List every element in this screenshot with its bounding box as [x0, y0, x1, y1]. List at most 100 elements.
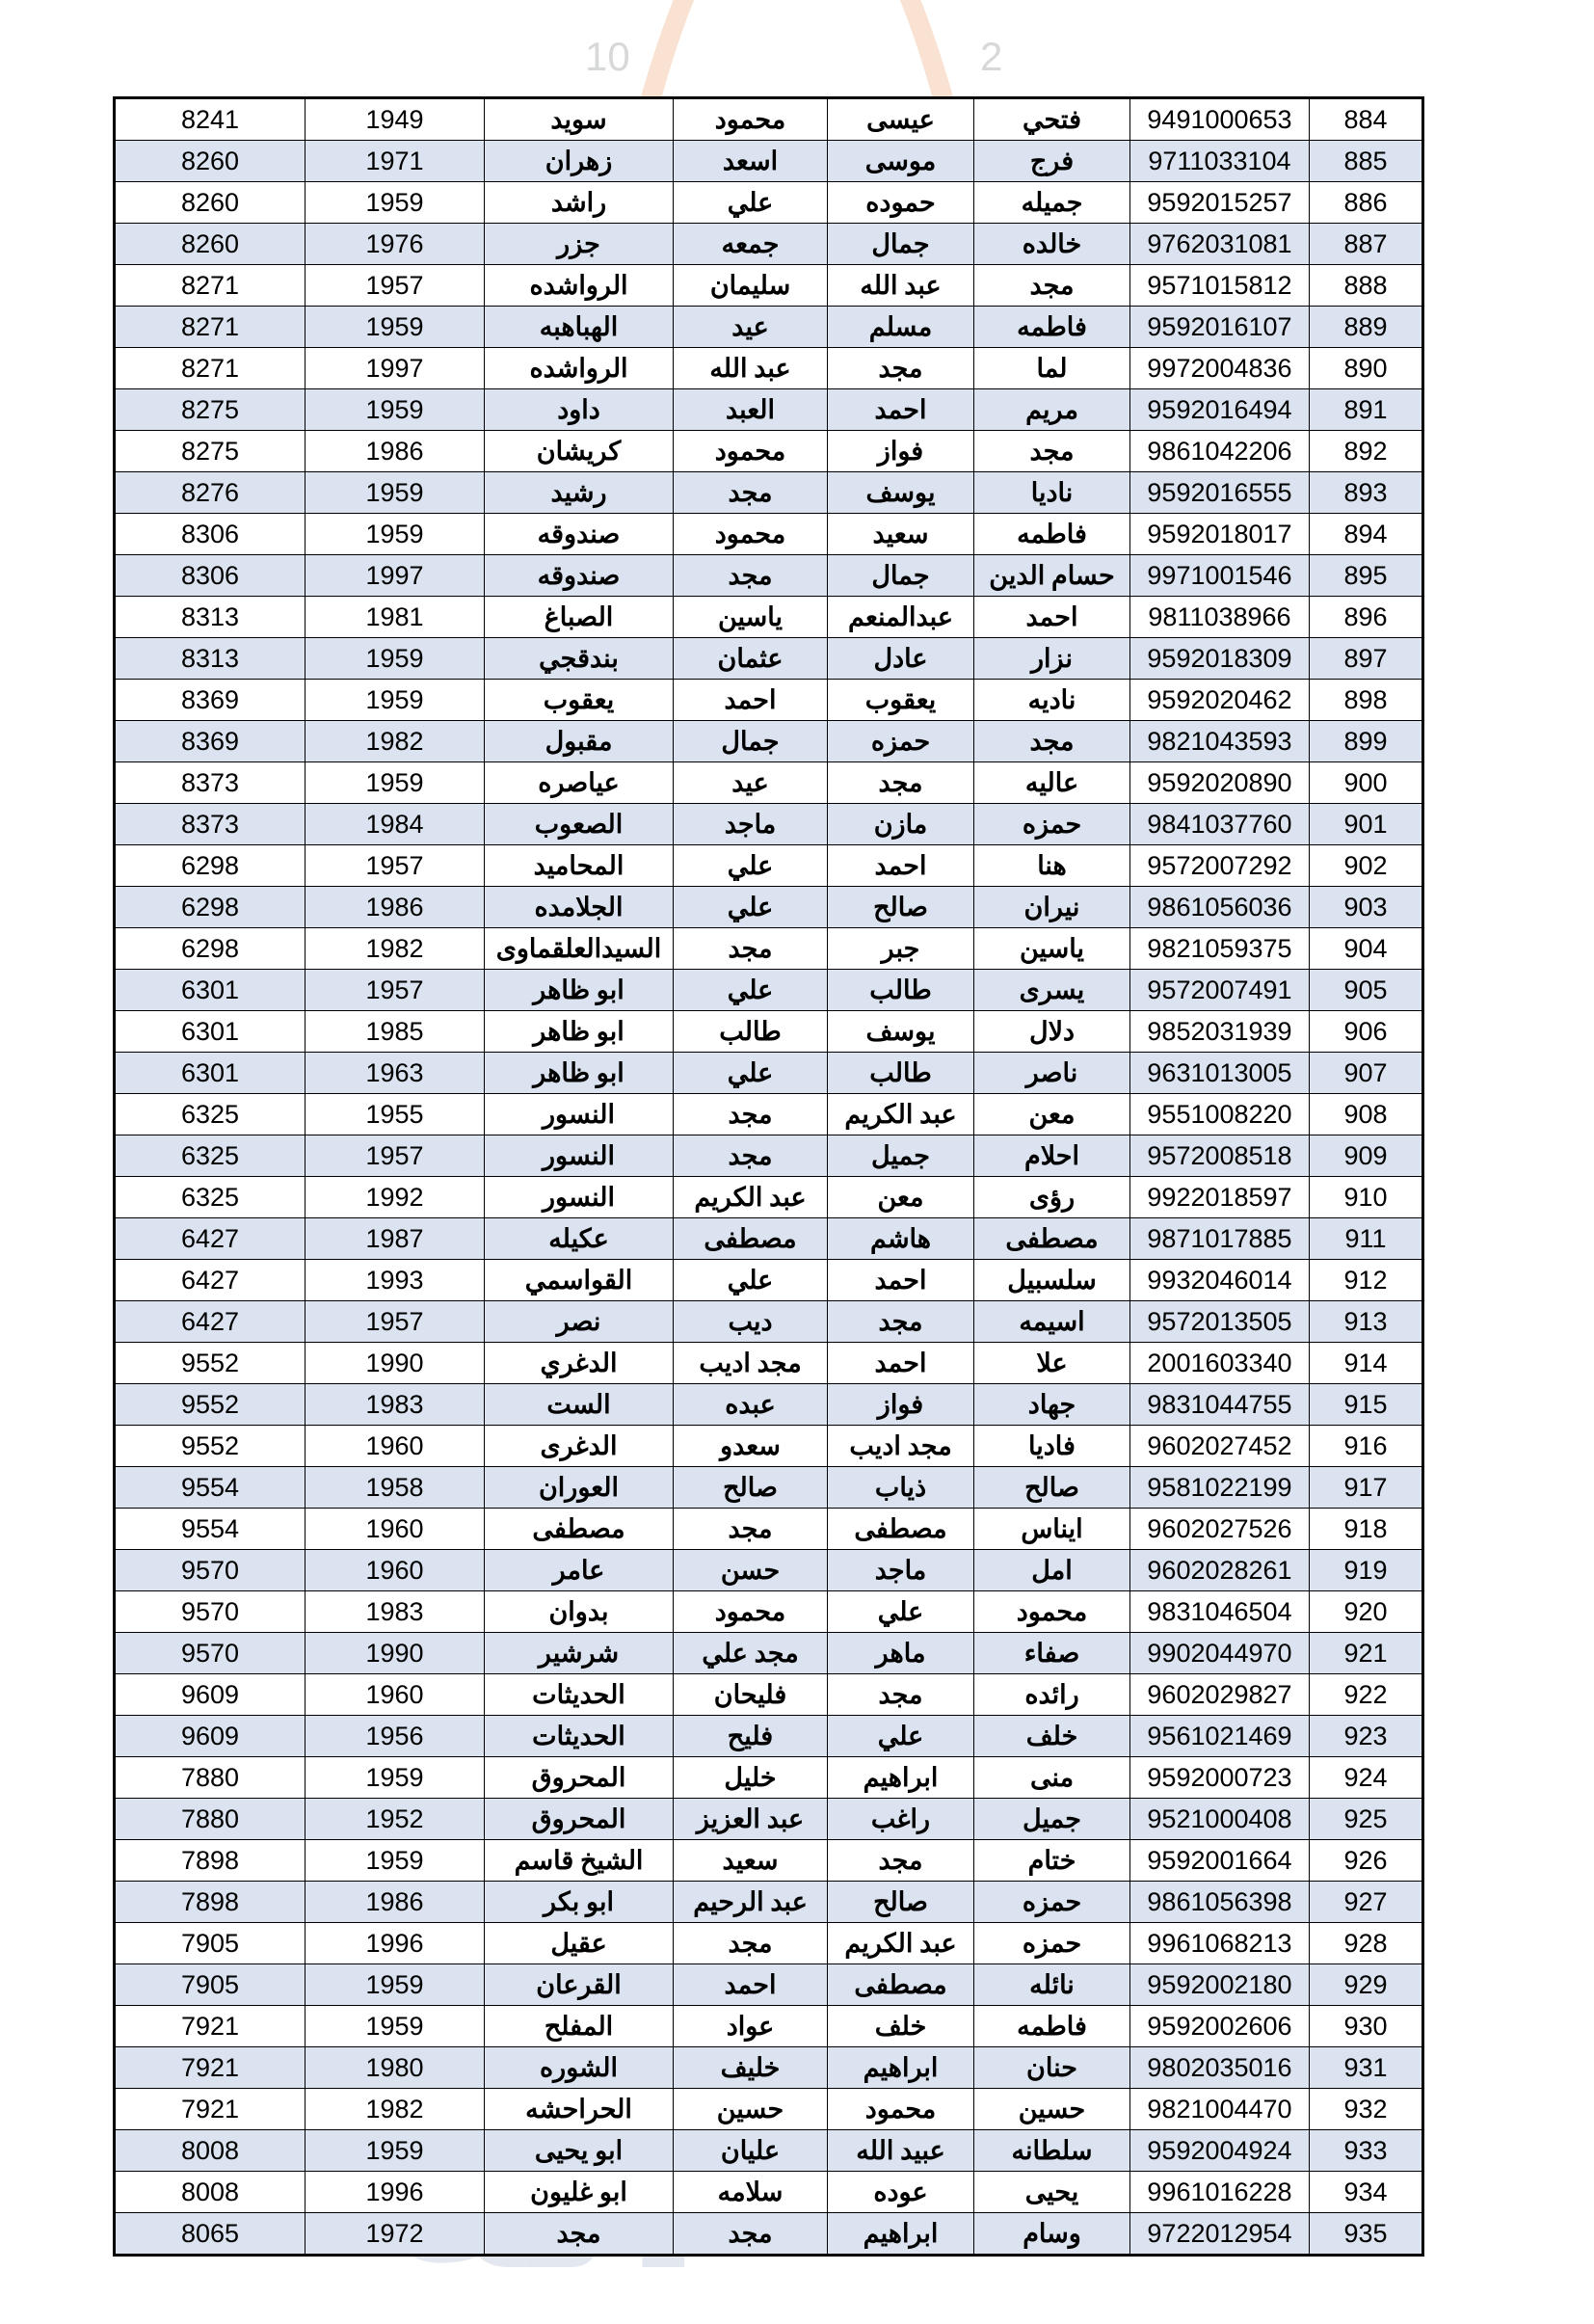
cell-seq: 891	[1309, 388, 1423, 431]
cell-first-name: نائله	[973, 1963, 1130, 2006]
cell-grandfather-name: حسن	[673, 1549, 828, 1591]
cell-father-name: يوسف	[827, 471, 974, 514]
cell-national-id: 9581022199	[1129, 1466, 1310, 1509]
cell-father-name: عبيد الله	[827, 2129, 974, 2172]
cell-first-name: فاطمه	[973, 306, 1130, 348]
table-row: 914 2001603340 علا احمد مجد اديب الدغري 1990 95…	[114, 1342, 1423, 1384]
cell-seq: 899	[1309, 720, 1423, 762]
table-row: 896 9811038966 احمد عبدالمنعم ياسين الصباغ 198…	[114, 596, 1423, 638]
cell-seq: 900	[1309, 761, 1423, 804]
cell-birth-year: 1986	[305, 886, 485, 928]
cell-family-name: الحديثات	[484, 1673, 674, 1716]
cell-grandfather-name: فليحان	[673, 1673, 828, 1716]
cell-father-name: عبد الله	[827, 264, 974, 307]
table-row: 931 9802035016 حنان ابراهيم خليف الشوره 1980 79…	[114, 2046, 1423, 2089]
cell-birth-year: 1959	[305, 679, 485, 721]
cell-family-name: المحروق	[484, 1756, 674, 1799]
cell-father-name: مجد اديب	[827, 1425, 974, 1467]
cell-grandfather-name: خليف	[673, 2046, 828, 2089]
cell-birth-year: 1960	[305, 1508, 485, 1550]
table-row: 912 9932046014 سلسبيل احمد علي القواسمي 1993 64…	[114, 1259, 1423, 1301]
cell-national-id: 9592015257	[1129, 181, 1310, 224]
cell-grandfather-name: عبد الرحيم	[673, 1881, 828, 1923]
cell-national-id: 9592020890	[1129, 761, 1310, 804]
cell-code: 9570	[114, 1549, 306, 1591]
cell-code: 7905	[114, 1922, 306, 1964]
cell-father-name: مجد	[827, 761, 974, 804]
cell-father-name: عبد الكريم	[827, 1922, 974, 1964]
cell-first-name: جميل	[973, 1798, 1130, 1840]
cell-seq: 919	[1309, 1549, 1423, 1591]
table-row: 902 9572007292 هنا احمد علي المحاميد 1957 6298	[114, 844, 1423, 887]
cell-family-name: الجلامده	[484, 886, 674, 928]
cell-first-name: فاطمه	[973, 513, 1130, 555]
table-row: 888 9571015812 مجد عبد الله سليمان الرواشده 19…	[114, 264, 1423, 307]
cell-grandfather-name: علي	[673, 844, 828, 887]
cell-birth-year: 1976	[305, 223, 485, 265]
cell-first-name: حمزه	[973, 803, 1130, 845]
table-row: 892 9861042206 مجد فواز محمود كريشان 1986 8275	[114, 430, 1423, 472]
cell-family-name: الدغري	[484, 1342, 674, 1384]
cell-national-id: 9572007491	[1129, 969, 1310, 1011]
table-row: 906 9852031939 دلال يوسف طالب ابو ظاهر 1985 630…	[114, 1010, 1423, 1053]
cell-national-id: 9592001664	[1129, 1839, 1310, 1882]
cell-first-name: هنا	[973, 844, 1130, 887]
cell-seq: 923	[1309, 1715, 1423, 1757]
cell-code: 9552	[114, 1342, 306, 1384]
table-row: 898 9592020462 ناديه يعقوب احمد يعقوب 1959 8369	[114, 679, 1423, 721]
cell-grandfather-name: مجد اديب	[673, 1342, 828, 1384]
cell-first-name: ناصر	[973, 1052, 1130, 1094]
cell-father-name: هاشم	[827, 1217, 974, 1260]
cell-seq: 898	[1309, 679, 1423, 721]
cell-code: 7898	[114, 1881, 306, 1923]
cell-family-name: الحراحشه	[484, 2088, 674, 2130]
cell-first-name: اسيمه	[973, 1300, 1130, 1343]
cell-birth-year: 1987	[305, 1217, 485, 1260]
cell-birth-year: 1983	[305, 1383, 485, 1426]
cell-national-id: 9602027452	[1129, 1425, 1310, 1467]
cell-national-id: 9811038966	[1129, 596, 1310, 638]
cell-first-name: معن	[973, 1093, 1130, 1135]
cell-birth-year: 1959	[305, 1963, 485, 2006]
cell-code: 8260	[114, 140, 306, 182]
cell-first-name: فتحي	[973, 97, 1130, 141]
cell-grandfather-name: العبد	[673, 388, 828, 431]
cell-first-name: ياسين	[973, 927, 1130, 970]
cell-code: 8369	[114, 679, 306, 721]
cell-code: 8008	[114, 2129, 306, 2172]
cell-father-name: عوده	[827, 2171, 974, 2213]
cell-birth-year: 1957	[305, 1135, 485, 1177]
cell-birth-year: 1986	[305, 430, 485, 472]
cell-grandfather-name: عيد	[673, 306, 828, 348]
table-row: 926 9592001664 ختام مجد سعيد الشيخ قاسم 1959 78…	[114, 1839, 1423, 1882]
cell-code: 8276	[114, 471, 306, 514]
table-row: 891 9592016494 مريم احمد العبد داود 1959 8275	[114, 388, 1423, 431]
table-row: 903 9861056036 نيران صالح علي الجلامده 1986 629…	[114, 886, 1423, 928]
cell-national-id: 9602028261	[1129, 1549, 1310, 1591]
cell-first-name: ناديه	[973, 679, 1130, 721]
cell-first-name: وسام	[973, 2212, 1130, 2256]
cell-father-name: فواز	[827, 1383, 974, 1426]
cell-seq: 916	[1309, 1425, 1423, 1467]
cell-code: 6298	[114, 886, 306, 928]
cell-national-id: 9871017885	[1129, 1217, 1310, 1260]
table-row: 915 9831044755 جهاد فواز عبده الست 1983 9552	[114, 1383, 1423, 1426]
cell-father-name: صالح	[827, 886, 974, 928]
cell-first-name: خلف	[973, 1715, 1130, 1757]
cell-birth-year: 1959	[305, 471, 485, 514]
cell-national-id: 9932046014	[1129, 1259, 1310, 1301]
cell-national-id: 9572007292	[1129, 844, 1310, 887]
cell-seq: 917	[1309, 1466, 1423, 1509]
cell-seq: 928	[1309, 1922, 1423, 1964]
cell-birth-year: 1981	[305, 596, 485, 638]
cell-national-id: 9861042206	[1129, 430, 1310, 472]
cell-first-name: حنان	[973, 2046, 1130, 2089]
cell-birth-year: 1960	[305, 1549, 485, 1591]
cell-father-name: عيسى	[827, 97, 974, 141]
cell-code: 6298	[114, 927, 306, 970]
cell-birth-year: 1990	[305, 1632, 485, 1674]
cell-national-id: 9821059375	[1129, 927, 1310, 970]
cell-family-name: بندقجي	[484, 637, 674, 680]
cell-seq: 911	[1309, 1217, 1423, 1260]
cell-birth-year: 1972	[305, 2212, 485, 2256]
